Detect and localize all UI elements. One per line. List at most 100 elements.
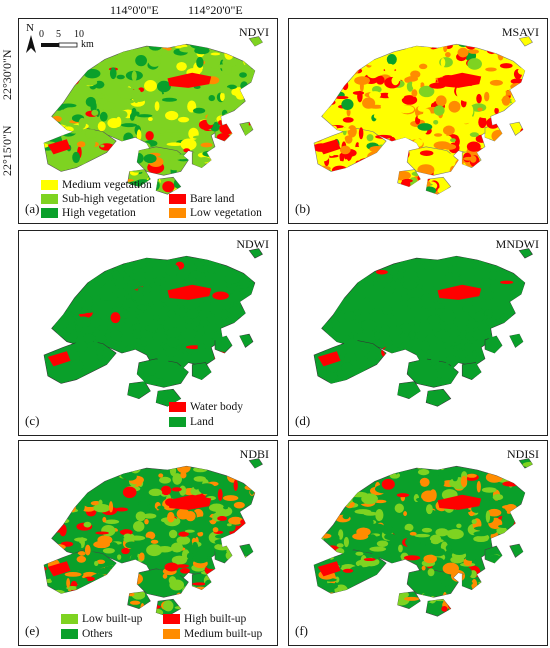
- map-patch: [252, 266, 263, 276]
- swatch-high-vegetation: [41, 208, 58, 218]
- map-patch: [94, 404, 107, 407]
- map-patch: [394, 503, 404, 513]
- map-patch: [321, 464, 327, 476]
- map-patch: [478, 595, 484, 600]
- map-patch: [516, 331, 531, 343]
- map-patch: [356, 527, 371, 537]
- map-patch: [192, 582, 207, 586]
- map-patch: [478, 369, 493, 377]
- map-patch: [187, 164, 200, 177]
- map-patch: [429, 534, 442, 545]
- map-patch: [376, 338, 393, 348]
- map-patch: [229, 143, 242, 149]
- map-patch: [371, 173, 386, 178]
- map-patch: [315, 380, 321, 388]
- map-patch: [367, 534, 377, 543]
- map-patch: [413, 398, 420, 407]
- map-patch: [137, 304, 147, 310]
- map-patch: [44, 342, 50, 352]
- map-patch: [162, 181, 175, 193]
- map-patch: [120, 123, 138, 128]
- map-patch: [196, 56, 204, 68]
- map-patch: [424, 307, 429, 320]
- map-patch: [234, 105, 249, 111]
- map-patch: [168, 529, 178, 539]
- map-patch: [466, 473, 477, 478]
- map-patch: [526, 148, 533, 157]
- map-patch: [521, 527, 532, 532]
- map-patch: [92, 597, 100, 604]
- map-patch: [499, 569, 517, 574]
- map-patch: [119, 254, 127, 260]
- map-patch: [430, 36, 446, 42]
- map-patch: [149, 300, 164, 310]
- map-patch: [87, 407, 95, 417]
- map-patch: [44, 327, 48, 340]
- map-patch: [395, 129, 412, 140]
- scale-label-5: 5: [56, 29, 61, 40]
- latitude-label-22-15: 22°15'0"N: [0, 125, 14, 176]
- map-patch: [336, 460, 345, 466]
- map-patch: [93, 503, 111, 513]
- map-patch: [145, 531, 156, 540]
- map-patch: [136, 374, 143, 382]
- map-patch: [222, 495, 239, 501]
- map-patch: [428, 260, 436, 270]
- map-patch: [78, 265, 91, 273]
- map-patch: [384, 533, 397, 541]
- map-patch: [380, 589, 398, 602]
- map-patch: [461, 255, 470, 261]
- map-patch: [83, 78, 98, 86]
- map-patch: [166, 254, 179, 263]
- map-patch: [318, 281, 330, 287]
- map-patch: [123, 391, 134, 401]
- map-patch: [66, 585, 79, 590]
- map-patch: [499, 336, 512, 341]
- map-patch: [171, 487, 182, 492]
- map-patch: [50, 248, 61, 257]
- map-patch: [44, 126, 56, 139]
- map-patch: [54, 277, 66, 283]
- map-patch: [243, 512, 256, 518]
- map-patch: [454, 136, 460, 147]
- map-patch: [201, 383, 211, 388]
- map-patch: [314, 274, 322, 279]
- swatch-low-vegetation: [169, 208, 186, 218]
- map-patch: [224, 274, 240, 284]
- map-patch: [112, 270, 120, 280]
- map-patch: [237, 555, 251, 565]
- map-patch: [361, 591, 369, 604]
- map-patch: [239, 532, 252, 537]
- panel-ndisi: NDISI (f): [288, 440, 548, 646]
- map-patch: [44, 286, 49, 290]
- legend-item-high-built-up: High built-up: [163, 613, 246, 625]
- map-patch: [109, 354, 114, 367]
- map-patch: [44, 50, 48, 62]
- map-patch: [358, 157, 376, 165]
- map-patch: [372, 405, 379, 407]
- map-patch: [427, 74, 436, 86]
- map-patch: [348, 387, 365, 400]
- map-patch: [246, 360, 261, 371]
- map-patch: [211, 605, 218, 610]
- map-patch: [155, 405, 167, 407]
- map-patch: [340, 266, 348, 275]
- map-patch: [59, 103, 77, 108]
- map-patch: [144, 563, 162, 569]
- map-patch: [127, 311, 144, 315]
- map-patch: [366, 351, 378, 362]
- map-patch: [240, 518, 250, 526]
- map-patch: [471, 519, 477, 525]
- map-patch: [414, 194, 419, 201]
- map-patch: [431, 465, 441, 477]
- map-patch: [439, 154, 447, 160]
- map-patch: [137, 501, 151, 506]
- latitude-label-22-30: 22°30'0"N: [0, 49, 14, 100]
- map-patch: [512, 561, 526, 566]
- map-patch: [335, 161, 346, 166]
- map-patch: [315, 599, 329, 607]
- map-patch: [314, 167, 323, 173]
- map-patch: [337, 262, 349, 270]
- map-patch: [459, 92, 475, 102]
- map-patch: [150, 539, 159, 544]
